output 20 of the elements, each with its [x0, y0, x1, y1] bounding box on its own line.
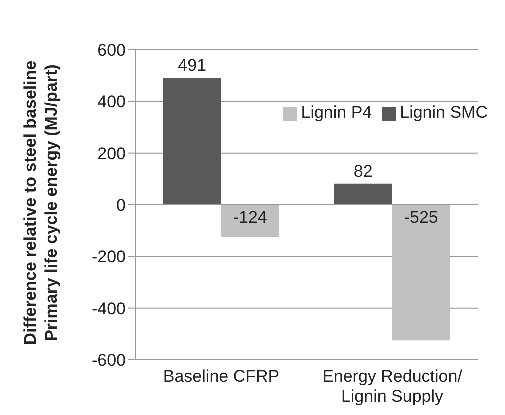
- legend-label: Lignin P4: [301, 103, 372, 122]
- bar: [392, 205, 450, 341]
- y-tick-label: -600: [92, 351, 126, 370]
- y-tick-label: -200: [92, 248, 126, 267]
- y-tick-label: 200: [98, 144, 126, 164]
- data-label: -525: [404, 208, 438, 227]
- bar: [221, 205, 280, 238]
- y-tick-label: 0: [116, 196, 126, 216]
- x-tick-label: Energy Reduction/ Lignin Supply: [322, 367, 463, 406]
- bar: [334, 184, 392, 205]
- data-label: 82: [354, 162, 373, 181]
- data-label: -124: [233, 208, 268, 227]
- bar: [163, 78, 222, 205]
- y-tick-label: 600: [98, 41, 126, 60]
- x-tick-label: Baseline CFRP: [163, 367, 280, 386]
- y-tick-label: -400: [92, 299, 126, 318]
- y-tick-label: 400: [98, 92, 126, 112]
- data-label: 491: [178, 56, 207, 76]
- y-axis-title: Difference relative to steel baseline Primary life cycle energy (MJ/part): [21, 60, 61, 346]
- legend-label: Lignin SMC: [400, 103, 488, 122]
